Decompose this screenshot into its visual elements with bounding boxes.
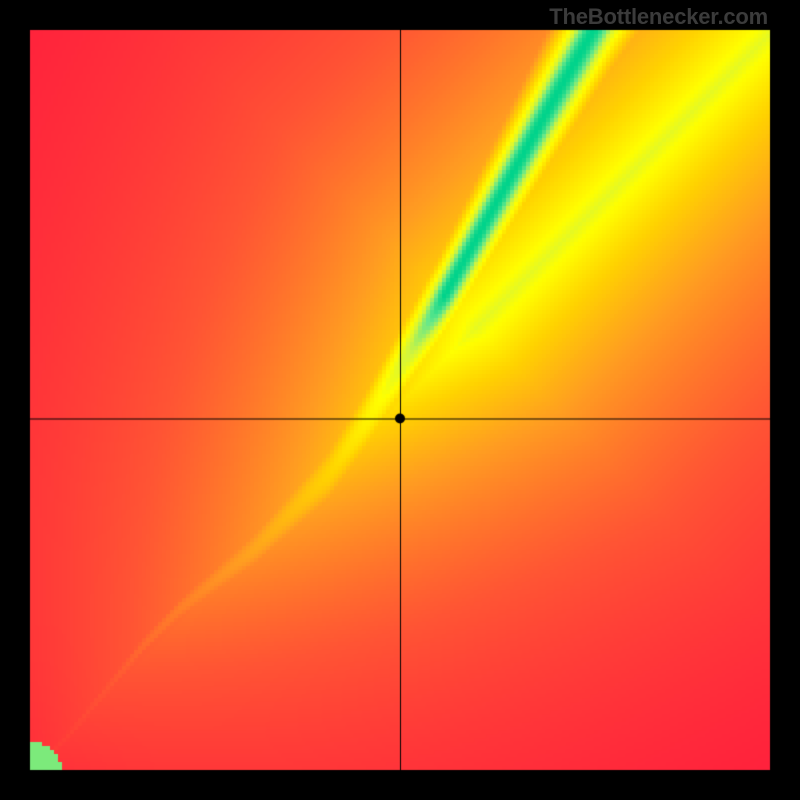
heatmap-canvas	[0, 0, 800, 800]
watermark-text: TheBottlenecker.com	[549, 4, 768, 30]
chart-container: TheBottlenecker.com	[0, 0, 800, 800]
